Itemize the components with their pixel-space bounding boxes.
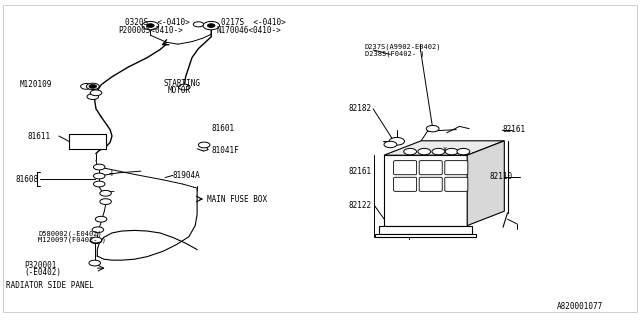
Text: M120097(F0402- ): M120097(F0402- )	[38, 237, 106, 243]
Circle shape	[147, 24, 154, 28]
Text: 82182: 82182	[349, 104, 372, 113]
Text: A820001077: A820001077	[557, 302, 603, 311]
Bar	[384, 155, 467, 226]
Text: N170046<0410->: N170046<0410->	[216, 26, 281, 35]
Text: RADIATOR SIDE PANEL: RADIATOR SIDE PANEL	[6, 281, 94, 290]
Circle shape	[389, 138, 404, 145]
Circle shape	[89, 84, 97, 88]
Text: M120109: M120109	[19, 80, 52, 89]
Text: 0320S  <-0410>: 0320S <-0410>	[125, 18, 189, 27]
Circle shape	[93, 173, 105, 179]
Text: 81041F: 81041F	[211, 146, 239, 155]
Text: STARTING: STARTING	[163, 79, 200, 88]
Circle shape	[203, 21, 220, 30]
Circle shape	[90, 90, 102, 96]
Circle shape	[92, 227, 104, 233]
Text: 81611: 81611	[28, 132, 51, 140]
Circle shape	[457, 148, 470, 155]
Bar	[379, 226, 472, 234]
Polygon shape	[384, 141, 504, 155]
Text: −: −	[109, 187, 115, 197]
Text: MAIN FUSE BOX: MAIN FUSE BOX	[207, 195, 267, 204]
Text: 81601: 81601	[211, 124, 234, 132]
Circle shape	[93, 164, 105, 170]
Circle shape	[87, 94, 99, 100]
Text: 81608: 81608	[16, 175, 39, 184]
Text: 81904A: 81904A	[173, 171, 200, 180]
FancyBboxPatch shape	[394, 161, 417, 175]
Circle shape	[193, 22, 204, 27]
Circle shape	[142, 21, 159, 30]
Circle shape	[89, 260, 100, 266]
Polygon shape	[467, 141, 504, 226]
Circle shape	[418, 148, 431, 155]
FancyBboxPatch shape	[445, 177, 468, 191]
Text: D580002(-E0402): D580002(-E0402)	[38, 231, 102, 237]
Text: D238S(F0402- ): D238S(F0402- )	[365, 50, 424, 57]
Text: D237S(A9902-E0402): D237S(A9902-E0402)	[365, 43, 442, 50]
Circle shape	[445, 148, 458, 155]
Text: 82161: 82161	[349, 167, 372, 176]
FancyBboxPatch shape	[419, 161, 442, 175]
Bar	[69, 134, 106, 149]
Text: 82122: 82122	[349, 201, 372, 210]
FancyBboxPatch shape	[394, 177, 417, 191]
Circle shape	[93, 181, 105, 187]
Text: MOTOR: MOTOR	[168, 86, 191, 95]
Bar	[375, 234, 476, 237]
Circle shape	[100, 199, 111, 204]
Text: P320001: P320001	[24, 261, 57, 270]
Text: P200005<0410->: P200005<0410->	[118, 26, 183, 35]
Text: 82110: 82110	[490, 172, 513, 181]
Text: x: x	[442, 147, 447, 152]
FancyBboxPatch shape	[445, 161, 468, 175]
Circle shape	[426, 125, 439, 132]
Circle shape	[198, 142, 210, 148]
Text: 0217S  <-0410>: 0217S <-0410>	[221, 18, 285, 27]
Text: (-E0402): (-E0402)	[24, 268, 61, 276]
Circle shape	[81, 84, 92, 89]
Circle shape	[90, 237, 102, 243]
Circle shape	[384, 141, 397, 148]
FancyBboxPatch shape	[419, 177, 442, 191]
Text: +: +	[109, 168, 115, 178]
Circle shape	[432, 148, 445, 155]
Circle shape	[404, 148, 417, 155]
Circle shape	[100, 190, 111, 196]
Text: 82161: 82161	[502, 125, 525, 134]
Circle shape	[179, 84, 190, 90]
Circle shape	[95, 216, 107, 222]
Circle shape	[90, 238, 102, 244]
Circle shape	[207, 24, 215, 28]
Circle shape	[86, 83, 99, 90]
